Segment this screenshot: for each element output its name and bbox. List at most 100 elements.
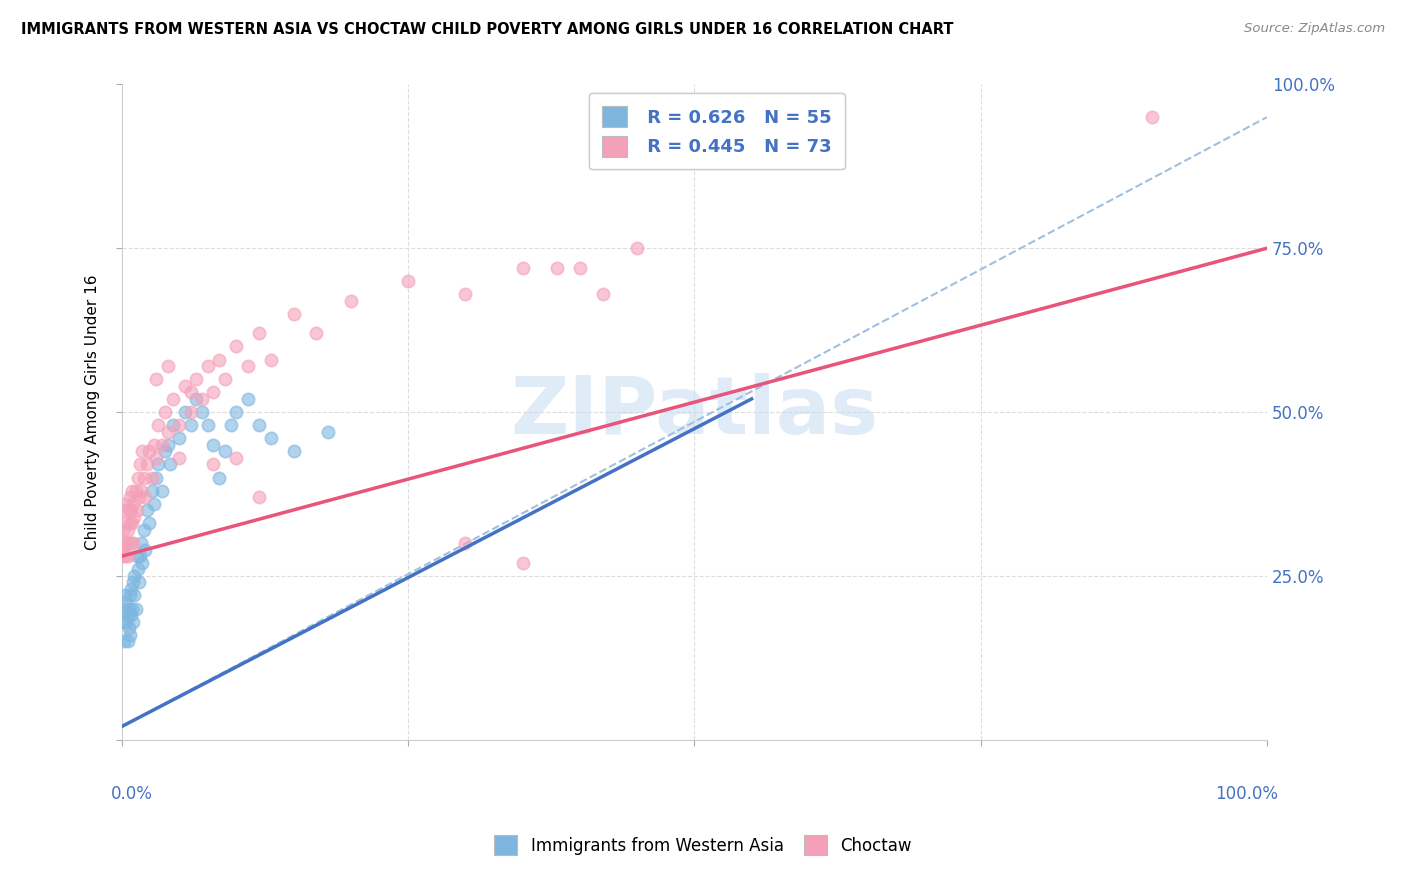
- Point: [283, 307, 305, 321]
- Point: [208, 352, 231, 367]
- Point: [454, 536, 477, 550]
- Point: [129, 536, 152, 550]
- Point: [124, 568, 146, 582]
- Point: [155, 405, 177, 419]
- Point: [118, 516, 141, 531]
- Point: [120, 536, 142, 550]
- Point: [316, 425, 339, 439]
- Point: [115, 595, 138, 609]
- Point: [197, 359, 219, 373]
- Point: [626, 241, 648, 255]
- Point: [340, 293, 363, 308]
- Point: [132, 470, 155, 484]
- Point: [236, 392, 259, 406]
- Point: [129, 549, 152, 563]
- Point: [145, 372, 167, 386]
- Point: [546, 260, 568, 275]
- Text: 0.0%: 0.0%: [111, 786, 152, 804]
- Text: IMMIGRANTS FROM WESTERN ASIA VS CHOCTAW CHILD POVERTY AMONG GIRLS UNDER 16 CORRE: IMMIGRANTS FROM WESTERN ASIA VS CHOCTAW …: [21, 22, 953, 37]
- Point: [180, 418, 202, 433]
- Point: [173, 379, 195, 393]
- Point: [115, 497, 138, 511]
- Point: [142, 438, 165, 452]
- Point: [214, 372, 236, 386]
- Point: [568, 260, 591, 275]
- Point: [118, 503, 141, 517]
- Point: [122, 497, 145, 511]
- Point: [112, 503, 135, 517]
- Point: [173, 405, 195, 419]
- Point: [129, 483, 152, 498]
- Point: [120, 608, 142, 623]
- Point: [247, 418, 270, 433]
- Point: [150, 483, 173, 498]
- Point: [180, 405, 202, 419]
- Point: [122, 615, 145, 629]
- Legend: Immigrants from Western Asia, Choctaw: Immigrants from Western Asia, Choctaw: [488, 829, 918, 862]
- Point: [118, 536, 141, 550]
- Point: [125, 503, 148, 517]
- Point: [122, 536, 145, 550]
- Point: [150, 438, 173, 452]
- Point: [118, 490, 141, 504]
- Point: [111, 523, 134, 537]
- Point: [114, 549, 136, 563]
- Point: [197, 418, 219, 433]
- Point: [128, 575, 150, 590]
- Point: [260, 431, 283, 445]
- Point: [167, 418, 190, 433]
- Point: [120, 582, 142, 596]
- Point: [191, 405, 214, 419]
- Point: [131, 556, 153, 570]
- Point: [186, 392, 208, 406]
- Point: [124, 483, 146, 498]
- Point: [129, 458, 152, 472]
- Point: [219, 418, 242, 433]
- Point: [202, 458, 225, 472]
- Point: [396, 274, 419, 288]
- Point: [124, 509, 146, 524]
- Point: [124, 589, 146, 603]
- Point: [111, 549, 134, 563]
- Point: [155, 444, 177, 458]
- Point: [208, 470, 231, 484]
- Point: [138, 444, 160, 458]
- Point: [148, 418, 170, 433]
- Point: [117, 549, 139, 563]
- Legend:  R = 0.626   N = 55,  R = 0.445   N = 73: R = 0.626 N = 55, R = 0.445 N = 73: [589, 94, 845, 169]
- Point: [138, 516, 160, 531]
- Point: [112, 536, 135, 550]
- Point: [156, 425, 179, 439]
- Point: [283, 444, 305, 458]
- Point: [148, 458, 170, 472]
- Point: [114, 601, 136, 615]
- Point: [117, 608, 139, 623]
- Point: [136, 458, 159, 472]
- Point: [162, 418, 184, 433]
- Point: [167, 450, 190, 465]
- Point: [141, 470, 163, 484]
- Point: [125, 549, 148, 563]
- Point: [118, 589, 141, 603]
- Point: [121, 516, 143, 531]
- Point: [121, 483, 143, 498]
- Point: [247, 326, 270, 341]
- Point: [512, 260, 534, 275]
- Point: [117, 634, 139, 648]
- Point: [118, 601, 141, 615]
- Point: [186, 372, 208, 386]
- Point: [592, 287, 614, 301]
- Point: [202, 438, 225, 452]
- Point: [247, 490, 270, 504]
- Point: [191, 392, 214, 406]
- Point: [127, 470, 149, 484]
- Point: [131, 444, 153, 458]
- Point: [127, 562, 149, 576]
- Point: [132, 523, 155, 537]
- Point: [115, 536, 138, 550]
- Point: [512, 556, 534, 570]
- Point: [142, 497, 165, 511]
- Point: [134, 542, 156, 557]
- Point: [136, 503, 159, 517]
- Point: [202, 385, 225, 400]
